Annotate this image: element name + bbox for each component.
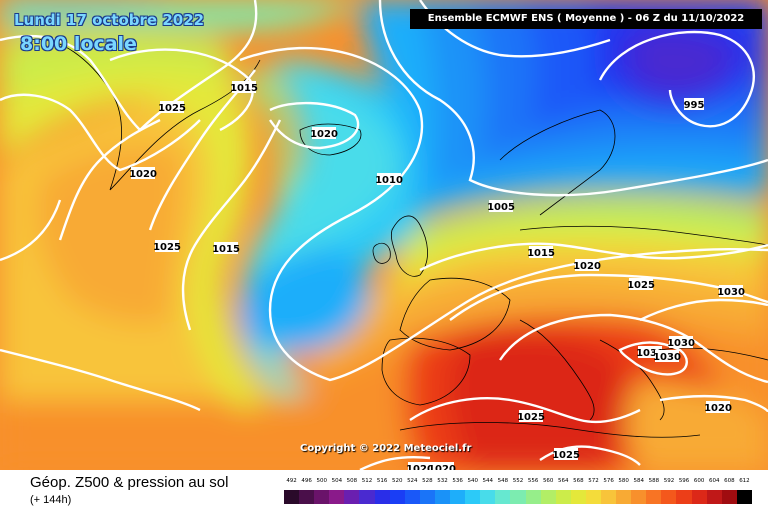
svg-text:1025: 1025 [552,450,580,461]
legend-swatch [375,490,390,504]
legend-swatch [299,490,314,504]
svg-text:1010: 1010 [375,175,403,186]
legend-level-label: 612 [735,478,753,484]
legend-swatch [722,490,737,504]
weather-map: 1025 1015 1020 1020 1010 1025 1015 995 1… [0,0,768,470]
forecast-lead-time: (+ 144h) [30,494,71,506]
copyright: Copyright © 2022 Meteociel.fr [300,443,471,454]
isobar-1005-northsea: 1005 [487,200,515,213]
color-legend: 492 496 500 504 508 512 516 520 524 528 532 536 540 5… [284,478,752,508]
legend-swatch [541,490,556,504]
legend-swatch [435,490,450,504]
svg-text:1020: 1020 [310,129,338,140]
svg-text:1020: 1020 [573,261,601,272]
svg-text:1020: 1020 [704,403,732,414]
legend-swatch [390,490,405,504]
svg-text:1015: 1015 [212,244,240,255]
isobar-1030-turkey: 1030 [653,350,681,363]
legend-swatch [586,490,601,504]
isobar-1025-libya: 1025 [552,448,580,461]
isobar-1020-west: 1020 [129,167,157,180]
svg-text:1025: 1025 [627,280,655,291]
svg-text:1025: 1025 [153,242,181,253]
svg-text:1025: 1025 [517,412,545,423]
isobar-1020-iceland: 1020 [310,127,338,140]
legend-swatch [495,490,510,504]
legend-labels: 492 496 500 504 508 512 516 520 524 528 532 536 540 5… [284,478,752,490]
svg-text:1030: 1030 [653,352,681,363]
forecast-date: Lundi 17 octobre 2022 [14,11,204,29]
legend-swatch [601,490,616,504]
legend-swatch [737,490,752,504]
map-variable-title: Géop. Z500 & pression au sol [30,474,228,491]
legend-swatch [284,490,299,504]
legend-swatch [646,490,661,504]
legend-swatch [616,490,631,504]
legend-swatch [405,490,420,504]
legend-swatch [480,490,495,504]
legend-swatch [465,490,480,504]
isobar-1025-greenland: 1025 [158,101,186,114]
isobar-1030-greece: 1030 [667,336,695,349]
legend-swatch [510,490,525,504]
isobar-1010-atlantic: 1010 [375,173,403,186]
isobar-1015-central-europe: 1015 [527,246,555,259]
legend-swatch [314,490,329,504]
svg-text:995: 995 [684,100,705,111]
isobar-1015-greenland: 1015 [230,81,258,94]
svg-text:1025: 1025 [158,103,186,114]
svg-text:1015: 1015 [527,248,555,259]
legend-swatch [661,490,676,504]
isobar-1020-middle-east: 1020 [704,401,732,414]
model-run-title: Ensemble ECMWF ENS ( Moyenne ) - 06 Z du… [410,9,762,29]
isobar-1020-africa-2: 1020 [428,462,456,470]
legend-swatch [526,490,541,504]
legend-swatch [359,490,374,504]
legend-swatch [329,490,344,504]
legend-swatches [284,490,752,504]
legend-swatch [692,490,707,504]
legend-swatch [344,490,359,504]
isobar-1025-balkans: 1025 [627,278,655,291]
svg-text:1005: 1005 [487,202,515,213]
svg-text:1020: 1020 [129,169,157,180]
legend-swatch [571,490,586,504]
isobar-1025-atlantic: 1025 [153,240,181,253]
svg-text:1030: 1030 [667,338,695,349]
legend-swatch [420,490,435,504]
map-footer: Géop. Z500 & pression au sol (+ 144h) 49… [0,470,768,512]
legend-swatch [707,490,722,504]
isobar-995-scandinavia: 995 [684,98,705,111]
legend-swatch [631,490,646,504]
isobar-1030-east: 1030 [717,285,745,298]
legend-swatch [556,490,571,504]
geopotential-field: 1025 1015 1020 1020 1010 1025 1015 995 1… [0,0,768,470]
isobar-1020-central-europe: 1020 [573,259,601,272]
isobar-1025-mediterranean: 1025 [517,410,545,423]
isobar-1015-atlantic: 1015 [212,242,240,255]
forecast-time: 8:00 locale [20,33,137,55]
svg-text:1015: 1015 [230,83,258,94]
svg-text:1030: 1030 [717,287,745,298]
legend-swatch [450,490,465,504]
legend-swatch [676,490,691,504]
